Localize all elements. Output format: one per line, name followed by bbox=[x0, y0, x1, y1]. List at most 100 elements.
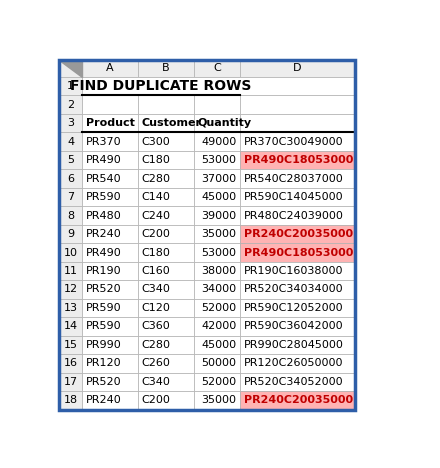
Text: PR240: PR240 bbox=[86, 229, 122, 239]
Bar bbox=[194, 373, 240, 391]
Bar bbox=[138, 354, 194, 373]
Bar bbox=[138, 169, 194, 188]
Bar bbox=[59, 280, 82, 299]
Bar bbox=[194, 132, 240, 151]
Bar bbox=[82, 60, 138, 77]
Text: C180: C180 bbox=[142, 248, 171, 257]
Text: C260: C260 bbox=[142, 358, 171, 368]
Text: C340: C340 bbox=[142, 285, 171, 294]
Polygon shape bbox=[59, 60, 82, 77]
Bar bbox=[194, 299, 240, 317]
Text: PR480C24039000: PR480C24039000 bbox=[244, 211, 344, 220]
Text: 53000: 53000 bbox=[202, 248, 236, 257]
Bar bbox=[82, 299, 138, 317]
Text: 7: 7 bbox=[67, 192, 74, 202]
Bar bbox=[59, 188, 82, 206]
Text: 15: 15 bbox=[63, 340, 77, 350]
Bar bbox=[240, 243, 355, 262]
Bar bbox=[138, 391, 194, 410]
Bar bbox=[59, 262, 82, 280]
Bar bbox=[138, 95, 194, 114]
Text: 1: 1 bbox=[67, 81, 74, 91]
Text: 35000: 35000 bbox=[202, 229, 236, 239]
Text: 6: 6 bbox=[67, 174, 74, 183]
Text: 5: 5 bbox=[67, 155, 74, 165]
Bar bbox=[240, 262, 355, 280]
Bar bbox=[82, 243, 138, 262]
Bar bbox=[194, 114, 240, 132]
Text: PR990: PR990 bbox=[86, 340, 122, 350]
Text: 52000: 52000 bbox=[201, 377, 236, 387]
Bar bbox=[59, 95, 82, 114]
Bar bbox=[82, 354, 138, 373]
Text: B: B bbox=[162, 64, 170, 73]
Text: C160: C160 bbox=[142, 266, 171, 276]
Text: PR240C20035000: PR240C20035000 bbox=[244, 395, 353, 405]
Text: 17: 17 bbox=[63, 377, 77, 387]
Text: PR370: PR370 bbox=[86, 137, 121, 146]
Bar bbox=[82, 77, 355, 95]
Bar bbox=[194, 60, 240, 77]
Text: PR190: PR190 bbox=[86, 266, 121, 276]
Text: PR490: PR490 bbox=[86, 155, 122, 165]
Text: C180: C180 bbox=[142, 155, 171, 165]
Bar bbox=[82, 114, 138, 132]
Text: PR520C34052000: PR520C34052000 bbox=[244, 377, 344, 387]
Bar bbox=[59, 336, 82, 354]
Bar bbox=[194, 243, 240, 262]
Text: PR520C34034000: PR520C34034000 bbox=[244, 285, 344, 294]
Text: 9: 9 bbox=[67, 229, 74, 239]
Text: Customer: Customer bbox=[142, 118, 202, 128]
Bar bbox=[240, 114, 355, 132]
Text: C200: C200 bbox=[142, 229, 171, 239]
Bar bbox=[240, 336, 355, 354]
Bar bbox=[240, 206, 355, 225]
Text: PR540: PR540 bbox=[86, 174, 121, 183]
Text: PR120: PR120 bbox=[86, 358, 121, 368]
Bar bbox=[59, 317, 82, 336]
Text: PR120C26050000: PR120C26050000 bbox=[244, 358, 344, 368]
Bar bbox=[59, 299, 82, 317]
Bar bbox=[82, 95, 138, 114]
Bar bbox=[59, 169, 82, 188]
Text: C200: C200 bbox=[142, 395, 171, 405]
Text: PR590C36042000: PR590C36042000 bbox=[244, 322, 344, 331]
Bar bbox=[194, 354, 240, 373]
Text: C300: C300 bbox=[142, 137, 171, 146]
Text: PR520: PR520 bbox=[86, 285, 121, 294]
Bar bbox=[240, 151, 355, 169]
Text: 42000: 42000 bbox=[201, 322, 236, 331]
Text: 2: 2 bbox=[67, 100, 74, 110]
Text: PR590: PR590 bbox=[86, 303, 121, 313]
Bar bbox=[240, 225, 355, 243]
Bar bbox=[82, 391, 138, 410]
Text: 8: 8 bbox=[67, 211, 74, 220]
Bar bbox=[240, 317, 355, 336]
Bar bbox=[240, 299, 355, 317]
Bar bbox=[82, 336, 138, 354]
Bar bbox=[194, 317, 240, 336]
Bar bbox=[59, 225, 82, 243]
Text: 45000: 45000 bbox=[201, 340, 236, 350]
Text: 50000: 50000 bbox=[202, 358, 236, 368]
Bar bbox=[194, 151, 240, 169]
Text: PR990C28045000: PR990C28045000 bbox=[244, 340, 344, 350]
Bar bbox=[82, 262, 138, 280]
Text: 38000: 38000 bbox=[201, 266, 236, 276]
Bar bbox=[194, 391, 240, 410]
Text: 53000: 53000 bbox=[202, 155, 236, 165]
Text: C340: C340 bbox=[142, 377, 171, 387]
Bar bbox=[240, 95, 355, 114]
Text: D: D bbox=[293, 64, 302, 73]
Bar bbox=[59, 77, 82, 95]
Bar bbox=[240, 373, 355, 391]
Text: PR490C18053000: PR490C18053000 bbox=[244, 155, 353, 165]
Bar bbox=[240, 169, 355, 188]
Text: PR490C18053000: PR490C18053000 bbox=[244, 248, 353, 257]
Text: 13: 13 bbox=[63, 303, 77, 313]
Bar bbox=[138, 132, 194, 151]
Bar bbox=[59, 391, 82, 410]
Bar bbox=[59, 206, 82, 225]
Text: A: A bbox=[106, 64, 114, 73]
Text: 11: 11 bbox=[63, 266, 77, 276]
